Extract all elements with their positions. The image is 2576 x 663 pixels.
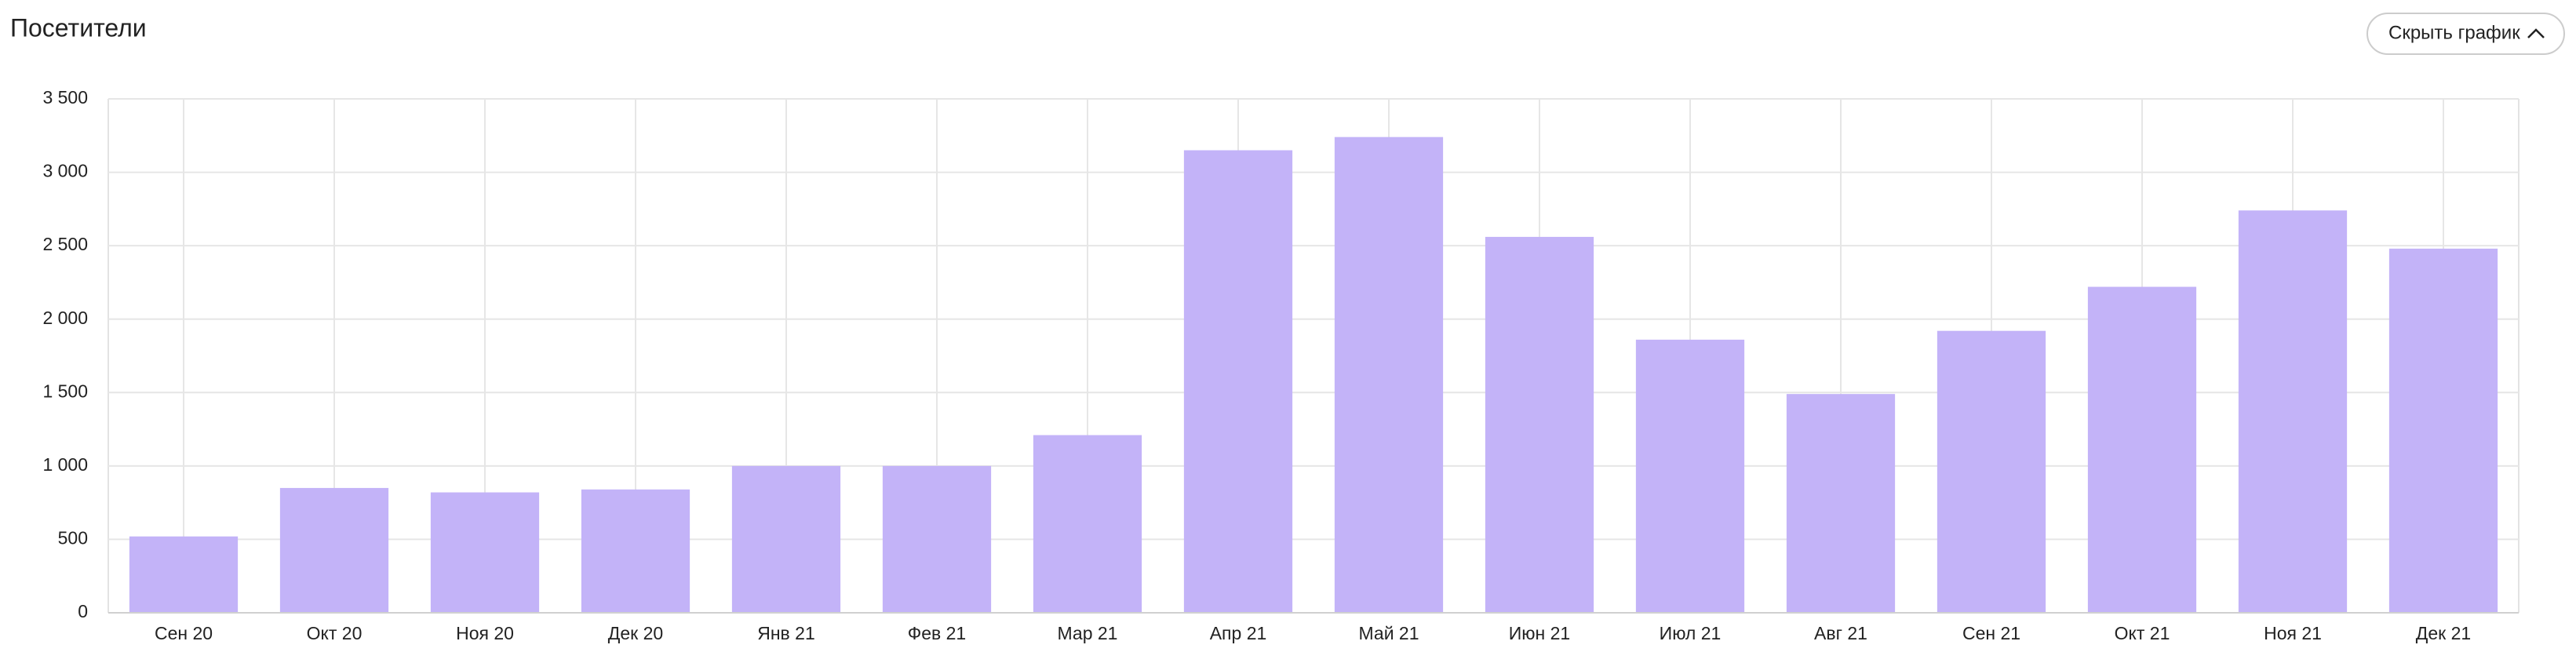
y-tick-label: 2 500: [42, 234, 88, 254]
bar: [1334, 137, 1444, 613]
y-tick-label: 1 000: [42, 454, 88, 475]
bar: [882, 465, 992, 613]
x-tick-label: Окт 20: [307, 623, 363, 643]
bar: [2238, 210, 2348, 613]
bar: [1786, 394, 1896, 613]
bar: [279, 487, 389, 613]
bar: [1937, 330, 2046, 613]
x-tick-label: Июн 21: [1509, 623, 1570, 643]
button-label[interactable]: Скрыть график: [2388, 22, 2520, 43]
x-tick-label: Авг 21: [1814, 623, 1867, 643]
x-tick-label: Фев 21: [908, 623, 966, 643]
x-tick-label: Май 21: [1358, 623, 1419, 643]
button-frame[interactable]: [2366, 13, 2565, 55]
bar: [430, 492, 540, 613]
x-tick-label: Мар 21: [1058, 623, 1118, 643]
y-tick-label: 3 000: [42, 161, 88, 181]
y-tick-label: 1 500: [42, 381, 88, 401]
hide-chart-button[interactable]: Скрыть график: [2366, 13, 2565, 55]
bar: [1635, 339, 1745, 613]
x-tick-label: Дек 20: [608, 623, 663, 643]
chart-title: Посетители: [10, 13, 147, 42]
x-tick-label: Апр 21: [1210, 623, 1267, 643]
bar: [1485, 236, 1594, 613]
bar: [2087, 286, 2197, 613]
x-tick-label: Ноя 20: [456, 623, 514, 643]
x-tick-label: Ноя 21: [2264, 623, 2322, 643]
x-tick-label: Июл 21: [1660, 623, 1722, 643]
y-tick-label: 3 500: [42, 87, 88, 107]
x-tick-label: Окт 21: [2115, 623, 2170, 643]
x-tick-label: Янв 21: [757, 623, 815, 643]
bar: [129, 536, 239, 613]
bar: [2388, 248, 2498, 613]
x-tick-label: Дек 21: [2416, 623, 2471, 643]
y-tick-label: 500: [58, 528, 88, 548]
x-tick-label: Сен 20: [155, 623, 213, 643]
bar: [1033, 435, 1142, 613]
bar: [1183, 150, 1293, 613]
y-tick-label: 2 000: [42, 308, 88, 328]
x-tick-label: Сен 21: [1962, 623, 2020, 643]
y-tick-label: 0: [78, 601, 88, 621]
bar: [581, 489, 690, 613]
bar: [731, 465, 841, 613]
chevron-icon[interactable]: [2527, 28, 2545, 38]
